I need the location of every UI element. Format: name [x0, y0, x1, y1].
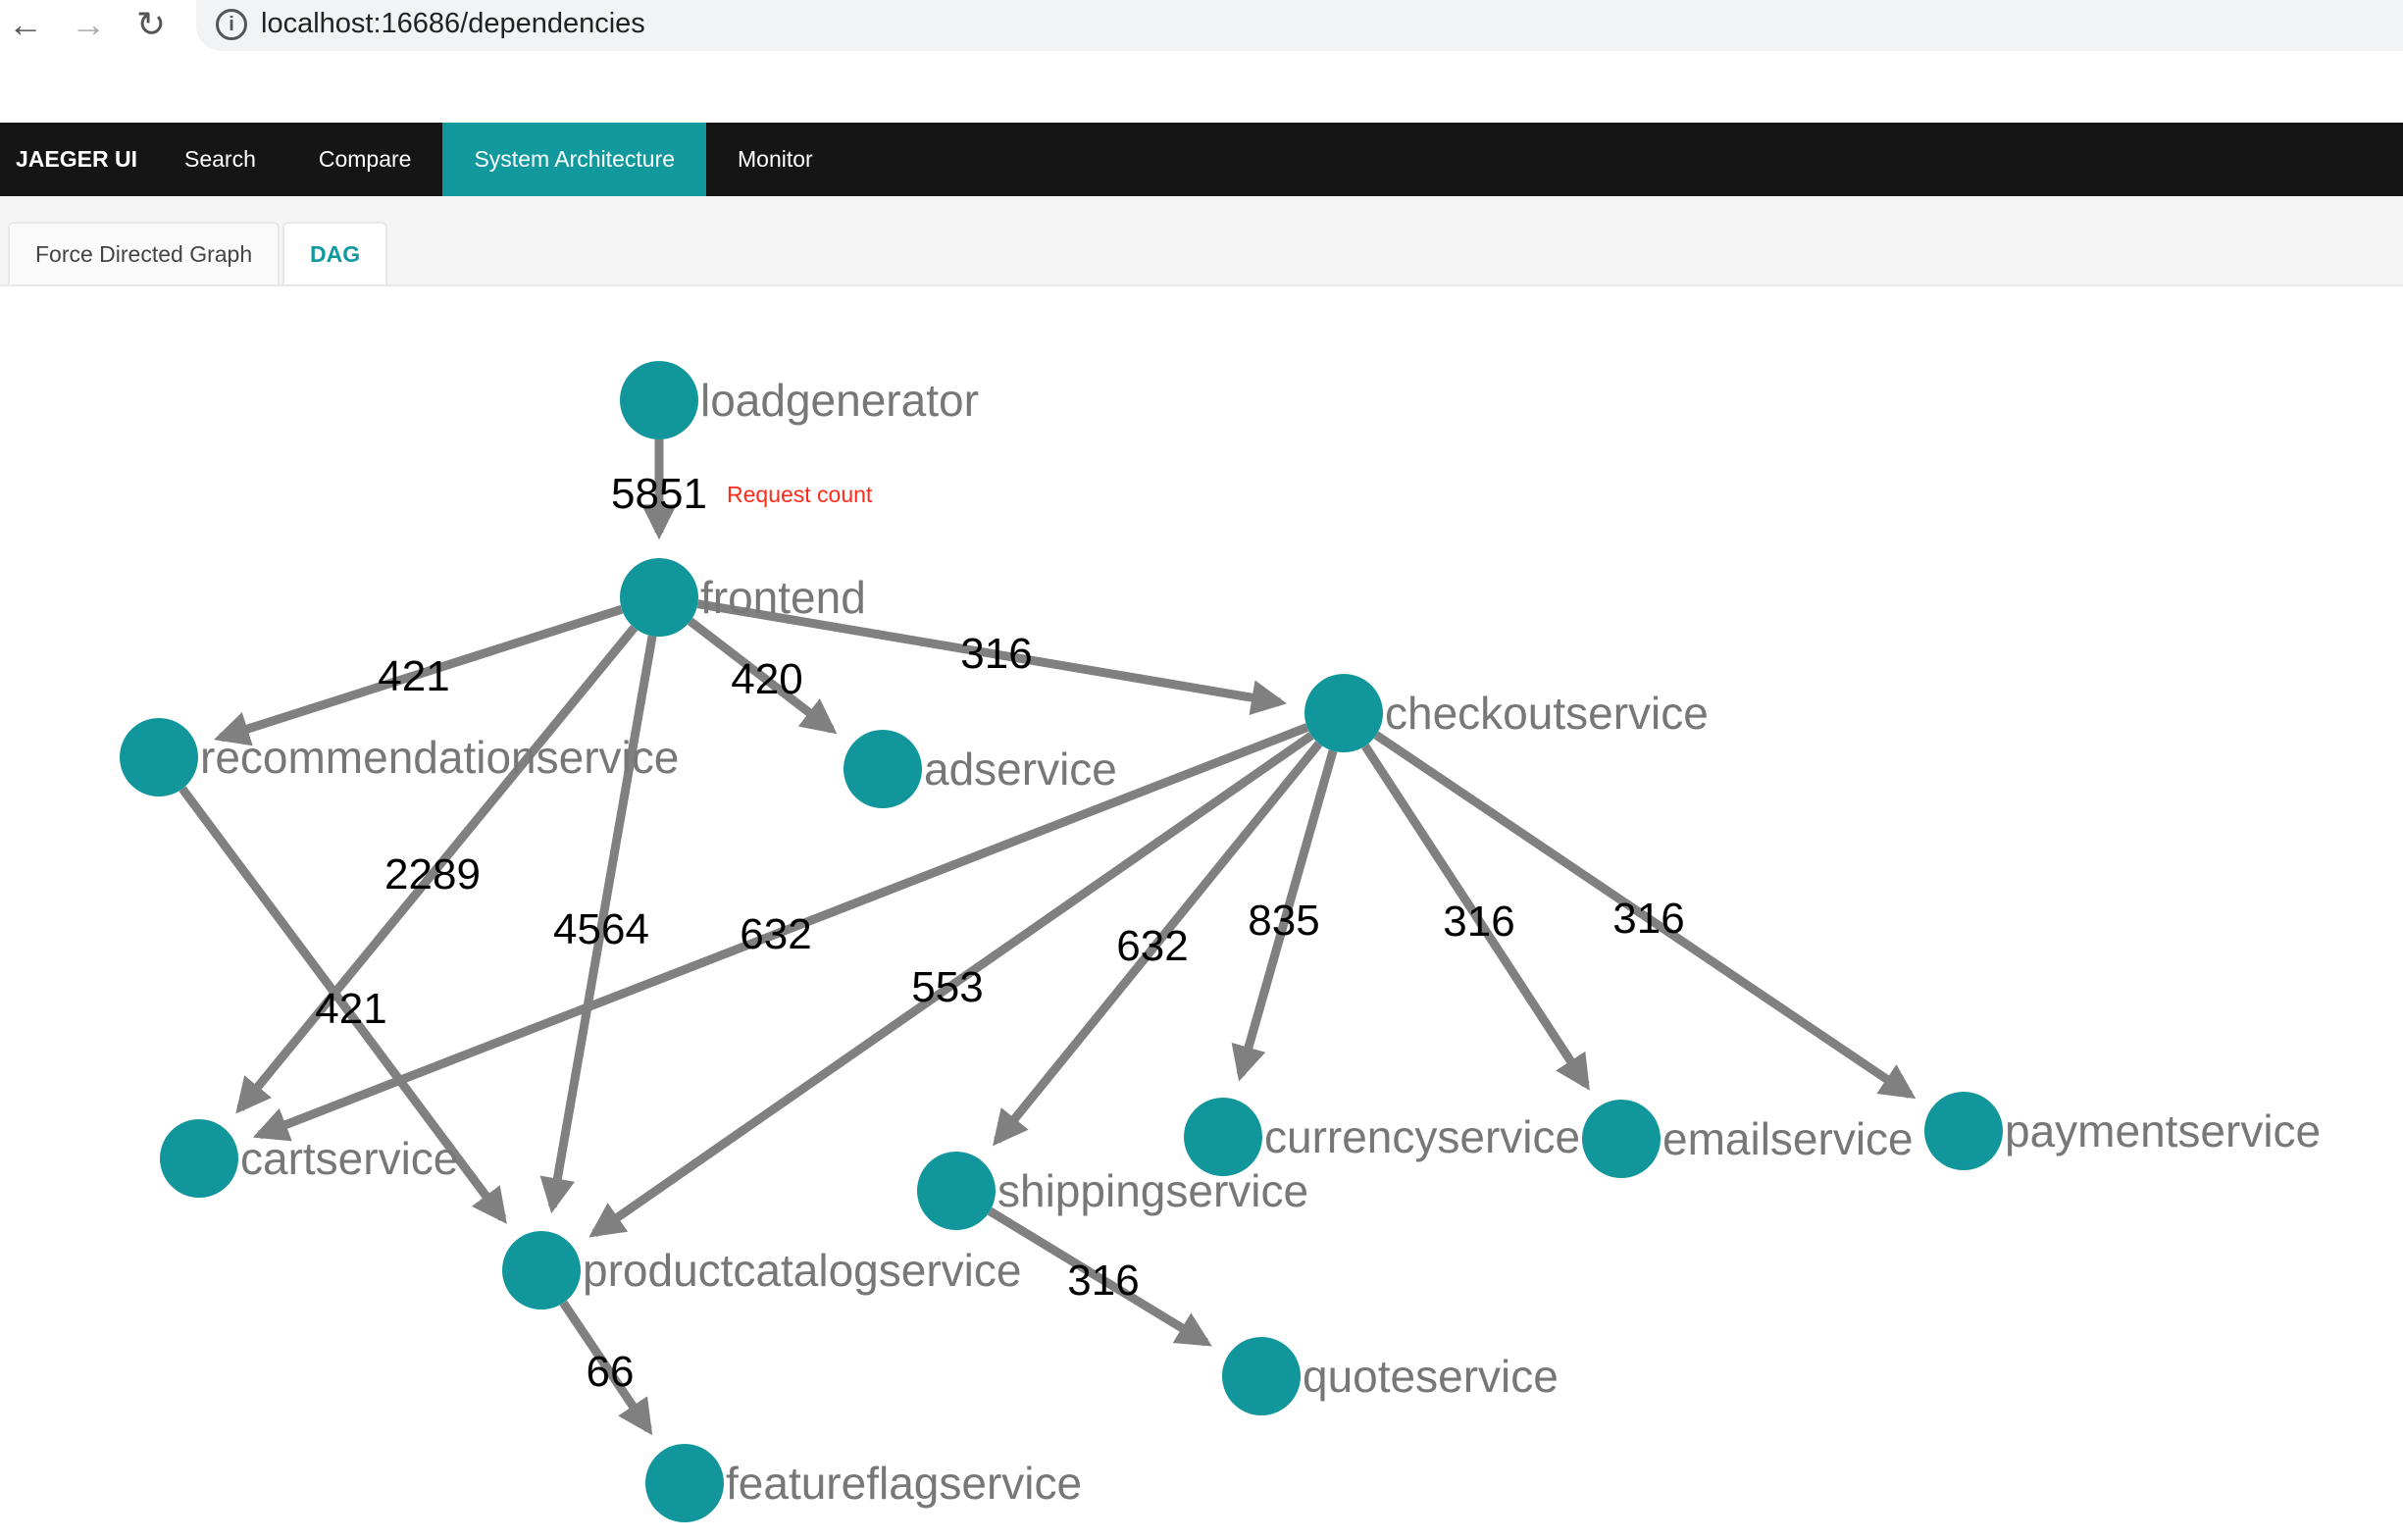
nav-compare[interactable]: Compare: [318, 146, 412, 172]
node-label: adservice: [924, 744, 1117, 795]
edge-frontend-productcatalogservice: [539, 635, 657, 1214]
edge-frontend-cartservice: [235, 625, 639, 1114]
edge-count-label: 316: [960, 630, 1032, 678]
edge-checkoutservice-paymentservice: [1373, 731, 1917, 1100]
tab-dag[interactable]: DAG: [282, 222, 388, 284]
node-currencyservice[interactable]: [1184, 1098, 1262, 1176]
node-label: quoteservice: [1303, 1351, 1559, 1402]
node-label: productcatalogservice: [583, 1245, 1021, 1296]
browser-toolbar: ← → ↻ i localhost:16686/dependencies: [0, 0, 2403, 122]
edge-count-label: 316: [1443, 898, 1514, 946]
node-label: currencyservice: [1264, 1111, 1580, 1162]
node-label: shippingservice: [997, 1165, 1308, 1216]
node-label: paymentservice: [2005, 1105, 2321, 1156]
edge-count-label: 421: [378, 652, 449, 700]
edge-checkoutservice-productcatalogservice: [588, 732, 1314, 1238]
node-label: emailservice: [1662, 1113, 1914, 1164]
node-recommendationservice[interactable]: [120, 718, 198, 796]
tab-force-directed-graph[interactable]: Force Directed Graph: [8, 222, 281, 284]
edge-checkoutservice-emailservice: [1361, 744, 1590, 1091]
node-adservice[interactable]: [844, 730, 922, 808]
edge-checkoutservice-currencyservice: [1231, 749, 1338, 1082]
edge-count-label: 316: [1067, 1257, 1139, 1305]
edge-checkoutservice-cartservice: [252, 723, 1309, 1142]
edge-recommendationservice-productcatalogservice: [179, 786, 507, 1224]
url-text[interactable]: localhost:16686/dependencies: [261, 8, 645, 39]
node-label: loadgenerator: [700, 375, 979, 426]
node-label: frontend: [700, 572, 866, 623]
nav-search[interactable]: Search: [183, 146, 256, 172]
node-label: recommendationservice: [200, 732, 679, 783]
node-paymentservice[interactable]: [1924, 1092, 2003, 1170]
arrow-right-icon[interactable]: →: [71, 4, 106, 44]
node-label: checkoutservice: [1385, 688, 1709, 739]
edge-checkoutservice-shippingservice: [993, 741, 1323, 1147]
tab-bar: Force Directed Graph DAG: [0, 196, 2403, 286]
edge-count-label: 66: [587, 1348, 635, 1396]
brand-logo[interactable]: JAEGER UI: [16, 146, 137, 172]
top-nav: JAEGER UI Search Compare System Architec…: [0, 123, 2403, 196]
node-emailservice[interactable]: [1582, 1100, 1661, 1178]
edge-count-label: 316: [1612, 895, 1684, 943]
nav-monitor[interactable]: Monitor: [738, 146, 813, 172]
arrow-left-icon[interactable]: ←: [8, 4, 43, 44]
edge-frontend-adservice: [687, 617, 838, 735]
edge-count-label: 835: [1248, 897, 1319, 945]
node-label: cartservice: [240, 1133, 458, 1184]
edge-count-label: 421: [315, 985, 386, 1033]
edge-count-label: 632: [740, 910, 811, 958]
edge-count-label: 553: [911, 963, 983, 1011]
node-label: featureflagservice: [726, 1458, 1082, 1509]
edge-count-label: 5851: [611, 470, 707, 518]
node-checkoutservice[interactable]: [1304, 674, 1383, 752]
node-productcatalogservice[interactable]: [502, 1231, 581, 1309]
request-count-annotation: Request count: [727, 482, 873, 507]
edge-count-label: 420: [731, 655, 802, 703]
edge-shippingservice-quoteservice: [987, 1206, 1212, 1347]
edge-count-label: 4564: [553, 905, 649, 953]
edge-count-label: 2289: [384, 850, 481, 898]
node-loadgenerator[interactable]: [620, 361, 698, 439]
edge-count-label: 632: [1116, 922, 1188, 970]
edge-frontend-recommendationservice: [214, 604, 624, 746]
node-quoteservice[interactable]: [1222, 1337, 1301, 1415]
nav-system-architecture[interactable]: System Architecture: [442, 123, 706, 196]
node-cartservice[interactable]: [160, 1119, 238, 1198]
edge-productcatalogservice-featureflagservice: [559, 1300, 653, 1436]
node-featureflagservice[interactable]: [645, 1444, 724, 1522]
info-icon[interactable]: i: [216, 9, 247, 40]
node-frontend[interactable]: [620, 558, 698, 637]
node-shippingservice[interactable]: [917, 1152, 996, 1230]
reload-icon[interactable]: ↻: [135, 4, 167, 44]
edge-frontend-checkoutservice: [696, 599, 1288, 715]
address-bar[interactable]: i localhost:16686/dependencies: [196, 0, 2403, 51]
